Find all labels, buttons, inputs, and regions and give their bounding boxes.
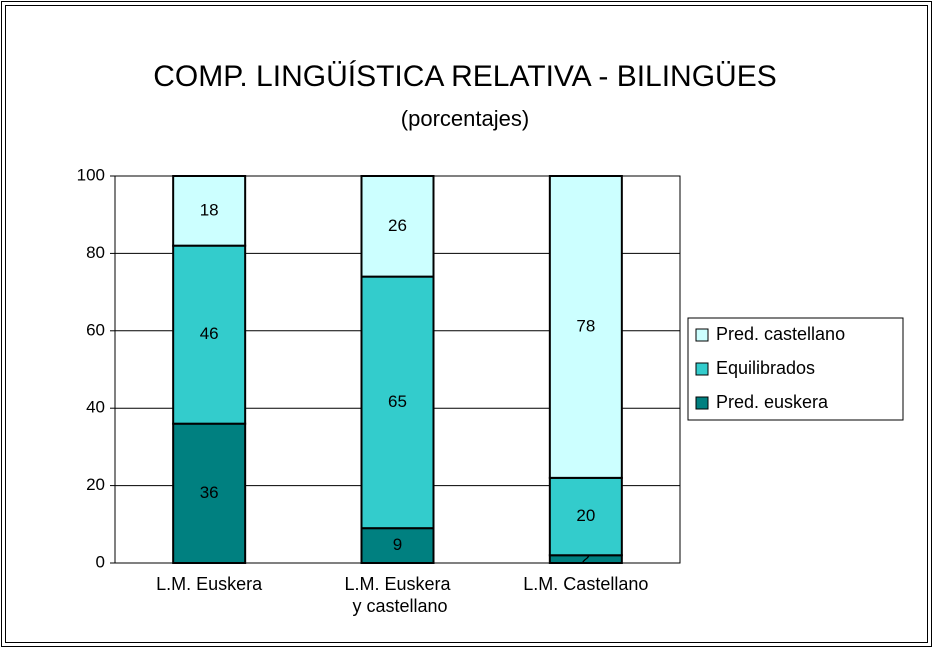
data-label: 26 (388, 216, 407, 235)
bar-segment (360, 175, 435, 278)
y-tick-label: 20 (86, 475, 105, 494)
chart-subtitle: (porcentajes) (401, 106, 529, 131)
legend-swatch (695, 362, 709, 376)
bar-segment (548, 175, 623, 479)
legend-swatch (695, 396, 709, 410)
bar-segment (172, 244, 247, 425)
y-tick-label: 60 (86, 320, 105, 339)
bar-segment (548, 476, 623, 557)
bar-segment (360, 275, 435, 530)
data-label: 78 (576, 316, 595, 335)
data-label: 46 (200, 324, 219, 343)
y-tick-label: 100 (77, 165, 105, 184)
data-label: 9 (393, 535, 402, 554)
x-tick-label: L.M. Euskera (156, 574, 263, 594)
legend-swatch (695, 328, 709, 342)
legend-label: Equilibrados (716, 358, 815, 378)
legend-label: Pred. castellano (716, 324, 845, 344)
x-tick-label: L.M. Euskera y castellano (344, 574, 451, 616)
y-tick-label: 80 (86, 243, 105, 262)
chart-title: COMP. LINGÜÍSTICA RELATIVA - BILINGÜES (153, 60, 777, 93)
y-tick-label: 40 (86, 398, 105, 417)
data-label: 18 (200, 200, 219, 219)
data-label: 20 (576, 506, 595, 525)
legend-label: Pred. euskera (716, 392, 829, 412)
legend-box (687, 317, 904, 421)
data-label: 2 (581, 549, 590, 568)
x-tick-label: L.M. Castellano (523, 574, 648, 594)
inner-frame (5, 5, 928, 643)
bar-segment (172, 175, 247, 247)
data-label: 65 (388, 392, 407, 411)
data-label: 36 (200, 483, 219, 502)
bar-segment (360, 527, 435, 564)
y-tick-label: 0 (96, 552, 105, 571)
